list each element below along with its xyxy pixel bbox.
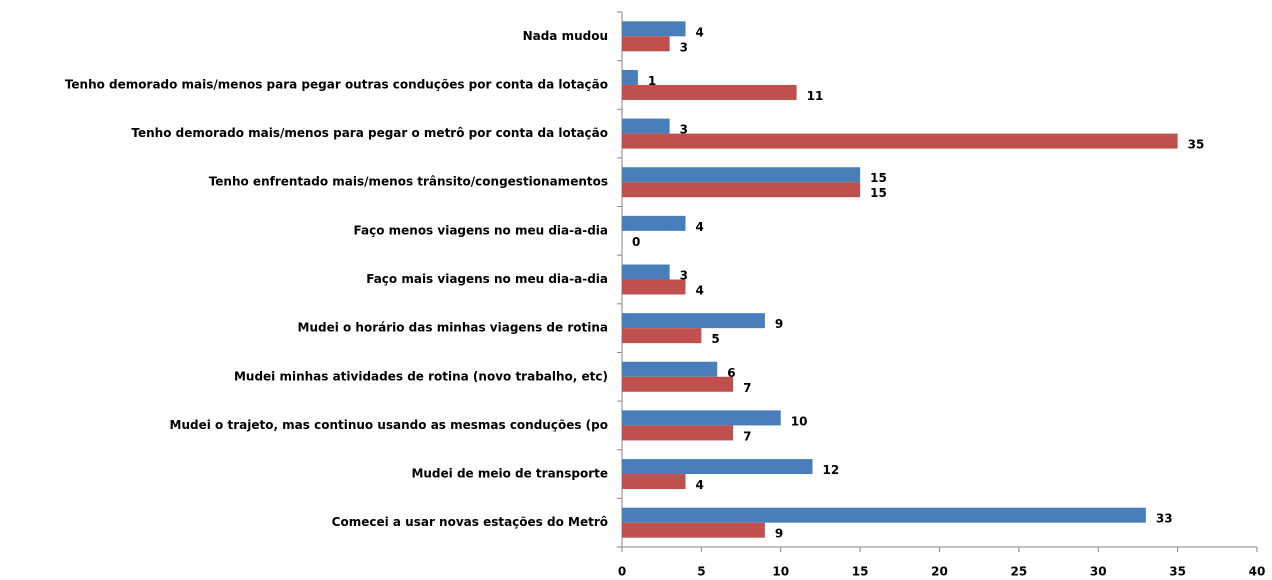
x-tick-label: 35 <box>1169 565 1186 579</box>
y-tick-label: Mudei o horário das minhas viagens de ro… <box>298 321 609 335</box>
value-label: 5 <box>711 332 719 346</box>
value-label: 3 <box>680 269 688 283</box>
y-tick-label: Nada mudou <box>523 29 608 43</box>
y-tick-label: Faço menos viagens no meu dia-a-dia <box>354 223 609 237</box>
bar <box>622 84 797 100</box>
bar <box>622 69 638 85</box>
value-label: 15 <box>870 171 887 185</box>
value-label: 11 <box>807 89 824 103</box>
value-label: 1 <box>648 74 656 88</box>
bar <box>622 410 781 426</box>
value-label: 4 <box>696 220 704 234</box>
bar <box>622 279 686 295</box>
bar <box>622 474 686 490</box>
bar <box>622 507 1146 523</box>
value-label: 10 <box>791 414 808 428</box>
value-label: 7 <box>743 381 751 395</box>
value-label: 7 <box>743 429 751 443</box>
value-label: 3 <box>680 40 688 54</box>
value-label: 0 <box>632 235 640 249</box>
bar <box>622 313 765 329</box>
bar <box>622 118 670 134</box>
value-label: 9 <box>775 317 783 331</box>
x-tick-label: 25 <box>1011 565 1028 579</box>
x-tick-label: 5 <box>697 565 705 579</box>
value-label: 6 <box>727 366 735 380</box>
x-tick-label: 20 <box>931 565 948 579</box>
bar <box>622 167 861 183</box>
bar <box>622 215 686 231</box>
y-tick-label: Tenho demorado mais/menos para pegar out… <box>65 77 608 91</box>
bar <box>622 361 718 377</box>
x-tick-label: 15 <box>852 565 869 579</box>
bar <box>622 459 813 475</box>
y-tick-label: Faço mais viagens no meu dia-a-dia <box>366 272 608 286</box>
x-tick-label: 40 <box>1249 565 1266 579</box>
bar <box>622 133 1178 149</box>
bar <box>622 264 670 280</box>
value-label: 35 <box>1188 138 1205 152</box>
y-tick-label: Mudei minhas atividades de rotina (novo … <box>234 369 608 383</box>
y-tick-label: Comecei a usar novas estações do Metrô <box>332 515 608 529</box>
y-tick-label: Mudei o trajeto, mas continuo usando as … <box>170 418 608 432</box>
bar <box>622 328 702 344</box>
bar <box>622 21 686 37</box>
bar <box>622 376 734 392</box>
bar <box>622 182 861 198</box>
bar <box>622 36 670 52</box>
value-label: 12 <box>823 463 840 477</box>
value-label: 4 <box>696 25 704 39</box>
value-label: 33 <box>1156 512 1173 526</box>
bar <box>622 425 734 441</box>
value-label: 4 <box>696 284 704 298</box>
value-label: 4 <box>696 478 704 492</box>
value-label: 3 <box>680 123 688 137</box>
value-label: 15 <box>870 186 887 200</box>
x-tick-label: 10 <box>772 565 789 579</box>
x-tick-label: 30 <box>1090 565 1107 579</box>
y-tick-label: Tenho enfrentado mais/menos trânsito/con… <box>209 175 608 189</box>
value-label: 9 <box>775 527 783 541</box>
x-tick-label: 0 <box>618 565 626 579</box>
y-tick-label: Mudei de meio de transporte <box>411 467 608 481</box>
y-tick-label: Tenho demorado mais/menos para pegar o m… <box>131 126 608 140</box>
bar <box>622 522 765 538</box>
